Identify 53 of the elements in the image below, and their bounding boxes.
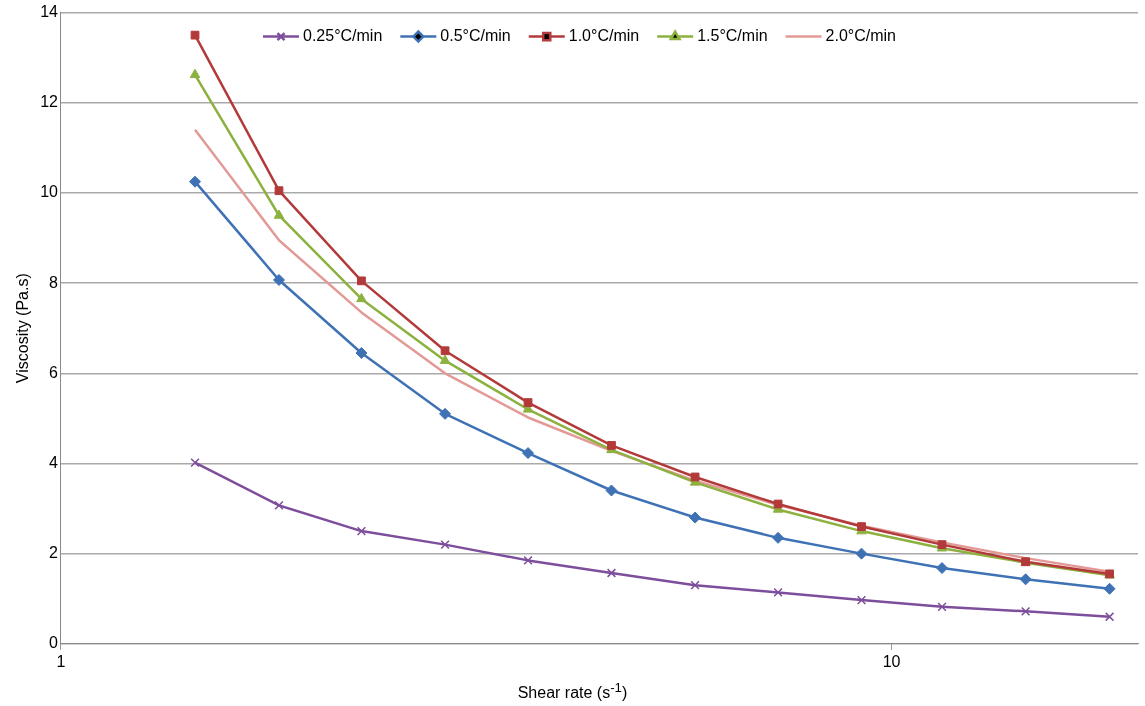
point [607, 441, 616, 450]
point [274, 186, 284, 196]
point [937, 602, 947, 612]
point [1020, 606, 1031, 616]
point [1103, 582, 1116, 595]
point [1019, 573, 1032, 586]
point [936, 562, 949, 575]
point [190, 457, 200, 468]
x-tick-label: 1 [56, 652, 66, 670]
point [856, 595, 867, 605]
point [855, 547, 868, 560]
point [772, 531, 785, 544]
point [189, 68, 201, 79]
y-tick-label: 4 [49, 453, 59, 471]
y-axis-title: Viscosity (Pa.s) [14, 273, 32, 384]
point [274, 500, 284, 511]
y-tick-label: 14 [40, 3, 59, 21]
legend-label: 2.0°C/min [825, 27, 896, 45]
point [357, 276, 366, 286]
point [190, 30, 200, 40]
legend-label: 1.0°C/min [568, 27, 640, 45]
point [356, 526, 367, 536]
x-axis-title: Shear rate (s$^{-1}$) [516, 680, 629, 703]
point [689, 511, 702, 524]
legend-label: 0.5°C/min [440, 27, 511, 45]
point [273, 209, 285, 219]
point [356, 292, 367, 303]
point [773, 499, 783, 509]
point [522, 447, 535, 460]
point [439, 407, 452, 420]
y-tick-label: 12 [40, 93, 59, 111]
point [355, 347, 368, 359]
y-tick-label: 10 [40, 183, 59, 201]
point [690, 580, 700, 590]
point [189, 175, 202, 188]
point [606, 568, 617, 578]
y-tick-label: 6 [49, 363, 59, 381]
point [605, 484, 618, 497]
point [523, 555, 533, 566]
point [439, 354, 451, 364]
point [440, 539, 450, 550]
point [523, 398, 533, 407]
y-tick-label: 0 [49, 634, 59, 652]
point [773, 587, 783, 598]
legend-label: 0.25°C/min [302, 27, 383, 45]
point [1104, 612, 1115, 622]
point [272, 273, 285, 286]
point [857, 522, 866, 531]
point [690, 472, 700, 482]
point [440, 346, 450, 356]
y-tick-label: 8 [49, 273, 59, 291]
y-tick-label: 2 [49, 544, 59, 562]
legend-label: 1.5°C/min [697, 27, 768, 45]
